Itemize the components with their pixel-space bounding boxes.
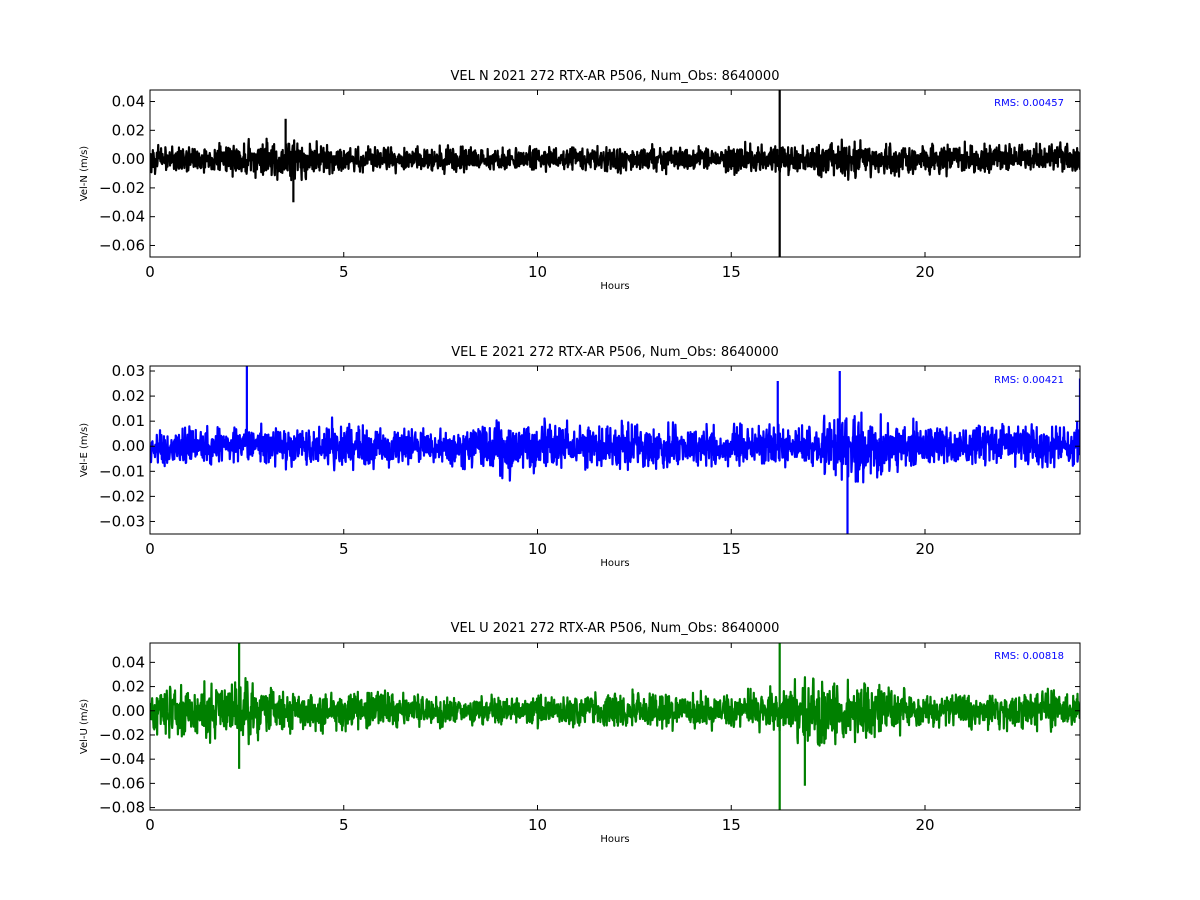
y-tick-label: 0.03 [112,362,145,380]
y-tick-label: −0.04 [99,208,145,226]
y-axis-label: Vel-U (m/s) [79,699,90,754]
y-tick-label: −0.06 [99,236,145,254]
panel-title: VEL U 2021 272 RTX-AR P506, Num_Obs: 864… [451,621,780,636]
panel-vel-e: VEL E 2021 272 RTX-AR P506, Num_Obs: 864… [79,345,1081,569]
rms-annotation: RMS: 0.00421 [994,375,1064,386]
y-axis-label: Vel-E (m/s) [79,423,90,477]
x-tick-label: 20 [915,540,934,558]
series-line [150,676,1080,747]
y-tick-label: 0.00 [112,150,145,168]
series-line [150,137,1080,182]
x-tick-label: 15 [722,816,741,834]
panel-title: VEL E 2021 272 RTX-AR P506, Num_Obs: 864… [451,345,778,360]
panel-vel-u: VEL U 2021 272 RTX-AR P506, Num_Obs: 864… [79,621,1081,845]
x-tick-label: 20 [915,816,934,834]
y-tick-label: 0.01 [112,412,145,430]
y-tick-label: 0.00 [112,437,145,455]
y-tick-label: 0.02 [112,121,145,139]
plot-frame [149,642,1081,811]
x-tick-label: 0 [145,816,155,834]
x-tick-label: 15 [722,540,741,558]
y-tick-label: 0.02 [112,678,145,696]
y-tick-label: −0.04 [99,750,145,768]
plot-frame [149,89,1081,258]
y-tick-label: −0.02 [99,487,145,505]
rms-annotation: RMS: 0.00818 [994,651,1064,662]
y-tick-label: 0.04 [112,93,145,111]
y-tick-label: 0.00 [112,702,145,720]
x-tick-label: 5 [339,263,349,281]
y-tick-label: −0.02 [99,726,145,744]
panel-title: VEL N 2021 272 RTX-AR P506, Num_Obs: 864… [451,69,780,84]
x-tick-label: 10 [528,263,547,281]
x-tick-label: 5 [339,540,349,558]
series-line [150,411,1080,484]
y-tick-label: −0.02 [99,179,145,197]
y-axis-label: Vel-N (m/s) [79,146,90,201]
x-axis-label: Hours [600,281,629,292]
y-tick-label: −0.08 [99,799,145,817]
y-tick-label: 0.04 [112,653,145,671]
x-tick-label: 15 [722,263,741,281]
x-tick-label: 20 [915,263,934,281]
panel-vel-n: VEL N 2021 272 RTX-AR P506, Num_Obs: 864… [79,69,1081,292]
x-tick-label: 5 [339,816,349,834]
x-axis-label: Hours [600,834,629,845]
y-tick-label: −0.01 [99,462,145,480]
x-tick-label: 0 [145,263,155,281]
rms-annotation: RMS: 0.00457 [994,98,1064,109]
y-tick-label: −0.03 [99,512,145,530]
x-tick-label: 10 [528,540,547,558]
y-tick-label: −0.06 [99,774,145,792]
plot-frame [149,365,1081,535]
x-axis-label: Hours [600,558,629,569]
x-tick-label: 0 [145,540,155,558]
y-tick-label: 0.02 [112,387,145,405]
x-tick-label: 10 [528,816,547,834]
